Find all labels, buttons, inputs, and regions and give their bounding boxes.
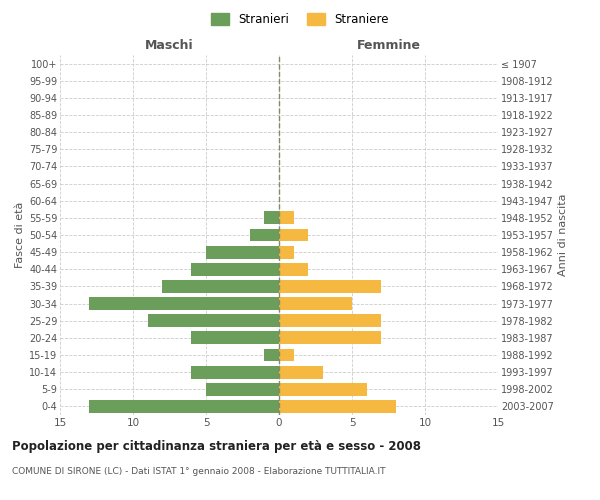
Bar — [279, 263, 308, 276]
Y-axis label: Fasce di età: Fasce di età — [14, 202, 25, 268]
Bar — [279, 332, 381, 344]
Text: Femmine: Femmine — [356, 38, 421, 52]
Bar — [89, 297, 279, 310]
Legend: Stranieri, Straniere: Stranieri, Straniere — [206, 8, 394, 31]
Bar — [191, 332, 279, 344]
Bar — [191, 366, 279, 378]
Bar — [250, 228, 279, 241]
Text: Maschi: Maschi — [145, 38, 194, 52]
Bar — [265, 348, 279, 362]
Bar — [279, 366, 323, 378]
Bar — [162, 280, 279, 293]
Bar — [279, 228, 308, 241]
Bar — [148, 314, 279, 327]
Bar — [279, 246, 293, 258]
Bar — [279, 348, 293, 362]
Bar — [279, 400, 396, 413]
Bar — [206, 383, 279, 396]
Bar — [265, 212, 279, 224]
Bar — [206, 246, 279, 258]
Text: Popolazione per cittadinanza straniera per età e sesso - 2008: Popolazione per cittadinanza straniera p… — [12, 440, 421, 453]
Bar — [279, 280, 381, 293]
Bar — [279, 212, 293, 224]
Bar — [279, 314, 381, 327]
Bar — [279, 383, 367, 396]
Bar — [279, 297, 352, 310]
Text: COMUNE DI SIRONE (LC) - Dati ISTAT 1° gennaio 2008 - Elaborazione TUTTITALIA.IT: COMUNE DI SIRONE (LC) - Dati ISTAT 1° ge… — [12, 468, 386, 476]
Bar — [89, 400, 279, 413]
Y-axis label: Anni di nascita: Anni di nascita — [558, 194, 568, 276]
Bar — [191, 263, 279, 276]
